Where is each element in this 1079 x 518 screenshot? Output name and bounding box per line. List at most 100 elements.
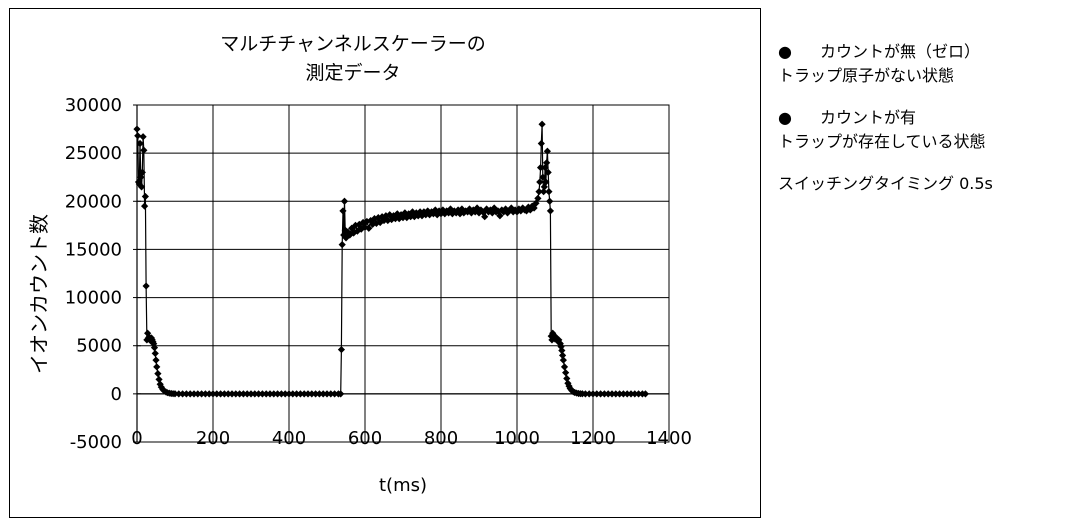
data-point [277, 390, 285, 398]
data-point [319, 390, 327, 398]
data-point [155, 375, 163, 384]
data-series [133, 120, 650, 398]
data-point [422, 211, 430, 219]
data-point [141, 192, 149, 201]
data-point [201, 390, 209, 398]
data-point [562, 369, 570, 377]
data-point [300, 390, 308, 398]
y-tick-label: 15000 [65, 239, 122, 260]
data-point [374, 214, 382, 222]
x-tick-label: 0 [131, 428, 142, 449]
data-point [464, 208, 472, 216]
data-point [420, 208, 428, 216]
data-point [255, 390, 263, 398]
data-point [136, 139, 144, 148]
data-point [134, 132, 142, 140]
data-point [559, 351, 567, 359]
data-point [151, 349, 159, 358]
data-point [426, 211, 434, 219]
data-point [448, 210, 456, 218]
data-point [429, 210, 437, 218]
y-tick-label: 5000 [76, 336, 122, 357]
data-point [546, 197, 554, 205]
note-count-subtext: トラップが存在している状態 [778, 132, 986, 151]
data-point [340, 197, 349, 205]
bullet-icon: ● [778, 42, 792, 61]
data-point [469, 206, 477, 214]
data-point [612, 390, 620, 398]
chart-frame: マルチチャンネルスケーラーの 測定データ 0 200 400 600 800 1000 120… [9, 8, 761, 518]
note-no-count-heading-line: ● カウントが無（ゼロ） [778, 40, 1078, 64]
data-point [353, 227, 361, 235]
data-point [619, 390, 627, 398]
data-point [563, 374, 571, 383]
y-tick-label: 0 [111, 384, 122, 405]
data-point [407, 213, 415, 221]
data-point [483, 205, 491, 213]
data-point [293, 390, 301, 398]
data-point [140, 146, 148, 154]
x-tick-label: 1200 [570, 428, 616, 449]
data-point [153, 363, 161, 371]
data-point [274, 390, 282, 398]
data-point [209, 390, 217, 398]
data-point [312, 390, 320, 398]
data-point [186, 390, 194, 398]
data-point [536, 178, 544, 186]
data-point [412, 209, 420, 217]
data-point [308, 390, 316, 398]
data-point [431, 206, 439, 214]
data-point [507, 204, 515, 212]
data-point [467, 209, 475, 217]
data-point [481, 213, 489, 221]
data-point [416, 208, 424, 216]
data-point [435, 207, 443, 215]
y-tick-label: 25000 [65, 143, 122, 164]
data-point [137, 183, 146, 191]
data-point [340, 231, 348, 239]
data-point [600, 390, 608, 398]
data-point [540, 183, 548, 191]
data-point [542, 178, 550, 186]
data-point [346, 231, 354, 239]
data-point [266, 390, 274, 398]
data-point [289, 390, 297, 398]
data-point [559, 356, 567, 364]
data-point [281, 390, 289, 398]
data-point [337, 345, 346, 354]
data-point [232, 390, 240, 398]
note-count: ● カウントが有 トラップが存在している状態 [778, 106, 1078, 154]
data-point [355, 220, 363, 228]
data-point [439, 206, 447, 214]
data-point [205, 390, 213, 398]
data-point [171, 390, 179, 398]
x-tick-label: 800 [424, 428, 458, 449]
data-point [608, 390, 616, 398]
data-point [194, 390, 202, 398]
data-point [526, 206, 534, 214]
data-point [496, 212, 504, 220]
data-point [327, 390, 335, 398]
data-point [530, 204, 538, 212]
data-point [359, 218, 367, 227]
data-point [454, 206, 462, 214]
data-point [545, 188, 553, 196]
data-point [535, 188, 543, 196]
data-point [616, 390, 624, 398]
data-point [175, 390, 183, 398]
x-tick-label: 400 [272, 428, 306, 449]
y-tick-label: -5000 [70, 432, 122, 453]
data-point [631, 390, 639, 398]
data-point [488, 209, 496, 217]
data-point [142, 282, 150, 290]
data-point [391, 215, 399, 223]
y-tick-label: 20000 [65, 191, 122, 212]
data-point [539, 173, 547, 181]
data-point [558, 346, 566, 355]
note-no-count: ● カウントが無（ゼロ） トラップ原子がない状態 [778, 40, 1078, 88]
data-point [337, 390, 345, 398]
data-point [641, 390, 650, 398]
note-no-count-subtext: トラップ原子がない状態 [778, 66, 955, 85]
data-point [540, 188, 548, 196]
data-point [228, 390, 236, 398]
